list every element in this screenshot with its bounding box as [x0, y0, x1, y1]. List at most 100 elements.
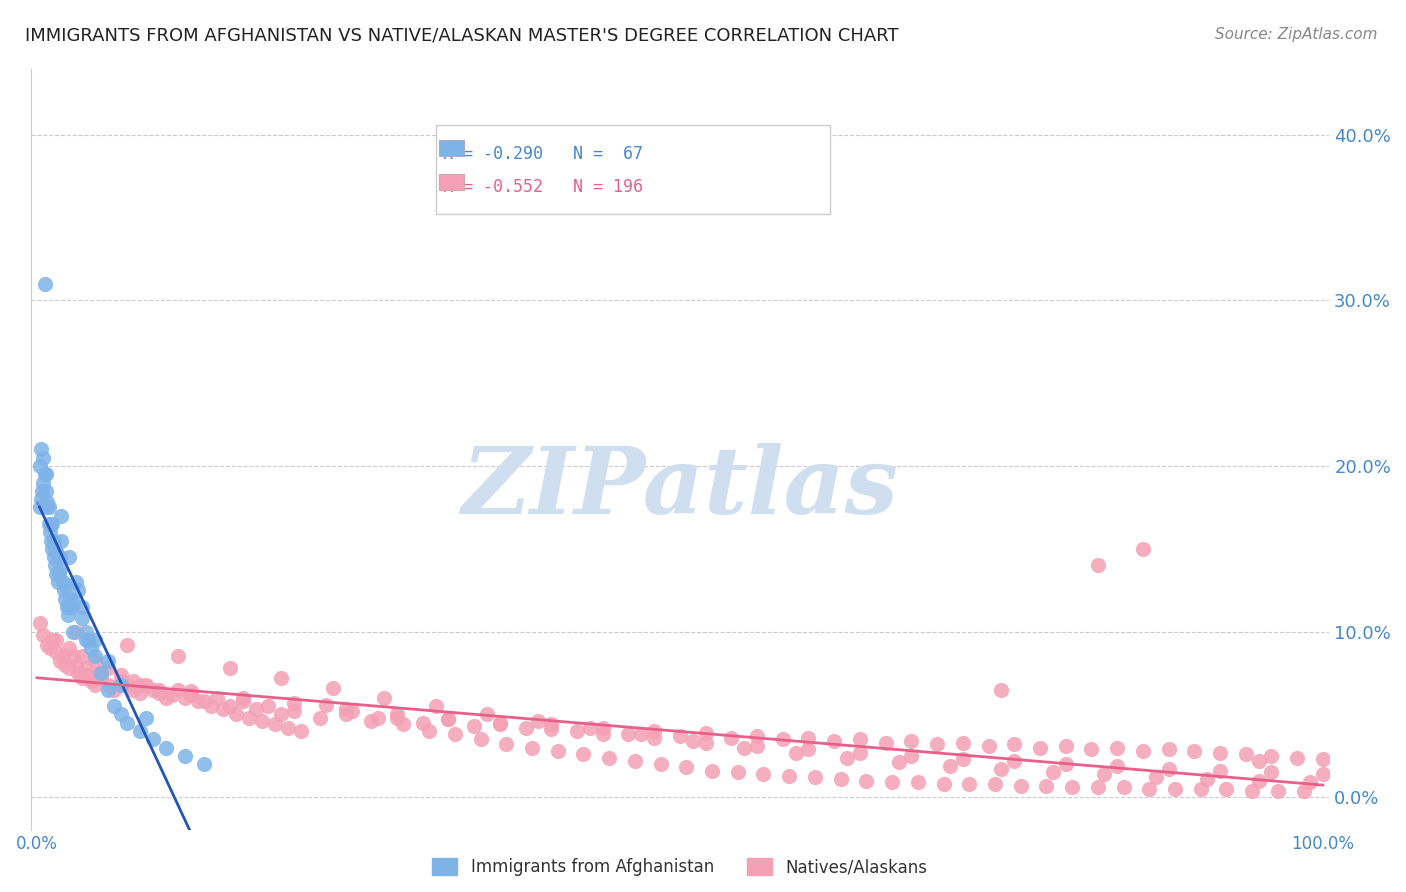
Natives/Alaskans: [277, 721, 299, 735]
Natives/Alaskans: [727, 765, 749, 780]
Natives/Alaskans: [385, 711, 408, 725]
Natives/Alaskans: [97, 678, 120, 692]
Natives/Alaskans: [135, 678, 157, 692]
Text: ZIPatlas: ZIPatlas: [461, 442, 898, 533]
Natives/Alaskans: [322, 681, 344, 695]
Natives/Alaskans: [1132, 744, 1154, 758]
Natives/Alaskans: [245, 702, 267, 716]
Natives/Alaskans: [77, 667, 100, 681]
Natives/Alaskans: [952, 736, 974, 750]
Natives/Alaskans: [1087, 780, 1109, 795]
Immigrants from Afghanistan: [30, 492, 52, 507]
Natives/Alaskans: [675, 760, 697, 774]
Natives/Alaskans: [1189, 782, 1212, 797]
Natives/Alaskans: [187, 694, 209, 708]
Natives/Alaskans: [797, 742, 820, 756]
Immigrants from Afghanistan: [38, 516, 60, 531]
Natives/Alaskans: [1137, 782, 1160, 797]
Natives/Alaskans: [1312, 767, 1334, 781]
Immigrants from Afghanistan: [103, 699, 125, 714]
Natives/Alaskans: [624, 754, 647, 768]
Natives/Alaskans: [630, 727, 652, 741]
Natives/Alaskans: [745, 739, 768, 753]
Natives/Alaskans: [592, 727, 614, 741]
Natives/Alaskans: [65, 657, 87, 672]
Natives/Alaskans: [290, 724, 312, 739]
Natives/Alaskans: [315, 698, 337, 712]
Immigrants from Afghanistan: [41, 516, 63, 531]
Natives/Alaskans: [212, 702, 235, 716]
Natives/Alaskans: [939, 759, 962, 773]
Natives/Alaskans: [1087, 558, 1109, 573]
Immigrants from Afghanistan: [110, 707, 132, 722]
Immigrants from Afghanistan: [67, 583, 90, 598]
Natives/Alaskans: [835, 750, 858, 764]
Natives/Alaskans: [87, 666, 110, 681]
Natives/Alaskans: [1002, 754, 1025, 768]
Immigrants from Afghanistan: [65, 574, 87, 589]
Natives/Alaskans: [1002, 737, 1025, 751]
Natives/Alaskans: [83, 655, 105, 669]
Natives/Alaskans: [977, 739, 1000, 753]
Natives/Alaskans: [598, 750, 620, 764]
Natives/Alaskans: [340, 704, 363, 718]
Natives/Alaskans: [232, 694, 254, 708]
Immigrants from Afghanistan: [53, 591, 76, 606]
Immigrants from Afghanistan: [44, 541, 66, 556]
Natives/Alaskans: [1209, 746, 1232, 760]
Natives/Alaskans: [90, 671, 112, 685]
Immigrants from Afghanistan: [193, 757, 215, 772]
Natives/Alaskans: [335, 702, 357, 716]
Natives/Alaskans: [180, 684, 202, 698]
Natives/Alaskans: [238, 711, 260, 725]
Natives/Alaskans: [1241, 783, 1264, 797]
Natives/Alaskans: [752, 767, 775, 781]
Natives/Alaskans: [335, 707, 357, 722]
Natives/Alaskans: [41, 632, 63, 647]
Immigrants from Afghanistan: [53, 583, 76, 598]
Natives/Alaskans: [720, 731, 742, 745]
Natives/Alaskans: [110, 674, 132, 689]
Natives/Alaskans: [37, 638, 59, 652]
Natives/Alaskans: [122, 682, 145, 697]
Natives/Alaskans: [250, 714, 273, 728]
Natives/Alaskans: [1260, 765, 1282, 780]
Immigrants from Afghanistan: [49, 562, 72, 576]
Immigrants from Afghanistan: [83, 632, 105, 647]
Natives/Alaskans: [900, 734, 922, 748]
Immigrants from Afghanistan: [59, 591, 82, 606]
Immigrants from Afghanistan: [135, 711, 157, 725]
Natives/Alaskans: [1092, 767, 1115, 781]
Immigrants from Afghanistan: [97, 682, 120, 697]
Natives/Alaskans: [952, 752, 974, 766]
Natives/Alaskans: [1286, 750, 1309, 764]
Natives/Alaskans: [283, 696, 305, 710]
Natives/Alaskans: [695, 725, 717, 739]
Natives/Alaskans: [1312, 752, 1334, 766]
Natives/Alaskans: [1010, 779, 1032, 793]
Natives/Alaskans: [412, 715, 434, 730]
Natives/Alaskans: [1267, 783, 1289, 797]
Natives/Alaskans: [907, 775, 929, 789]
Immigrants from Afghanistan: [80, 641, 103, 656]
Immigrants from Afghanistan: [128, 724, 150, 739]
Immigrants from Afghanistan: [51, 533, 73, 548]
Immigrants from Afghanistan: [90, 666, 112, 681]
Natives/Alaskans: [463, 719, 485, 733]
Natives/Alaskans: [1112, 780, 1135, 795]
Natives/Alaskans: [135, 679, 157, 693]
Natives/Alaskans: [128, 678, 150, 692]
Immigrants from Afghanistan: [30, 442, 52, 457]
Natives/Alaskans: [75, 661, 97, 675]
Natives/Alaskans: [1042, 765, 1064, 780]
Immigrants from Afghanistan: [77, 632, 100, 647]
Immigrants from Afghanistan: [97, 655, 120, 669]
Immigrants from Afghanistan: [53, 578, 76, 592]
Natives/Alaskans: [830, 772, 852, 786]
Immigrants from Afghanistan: [49, 550, 72, 565]
Natives/Alaskans: [225, 707, 247, 722]
Natives/Alaskans: [540, 723, 562, 737]
Natives/Alaskans: [540, 717, 562, 731]
Immigrants from Afghanistan: [32, 475, 55, 490]
Natives/Alaskans: [1247, 773, 1270, 788]
